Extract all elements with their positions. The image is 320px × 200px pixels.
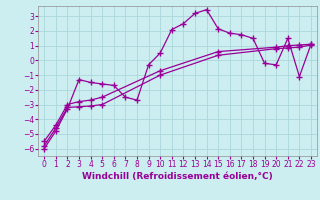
X-axis label: Windchill (Refroidissement éolien,°C): Windchill (Refroidissement éolien,°C) (82, 172, 273, 181)
